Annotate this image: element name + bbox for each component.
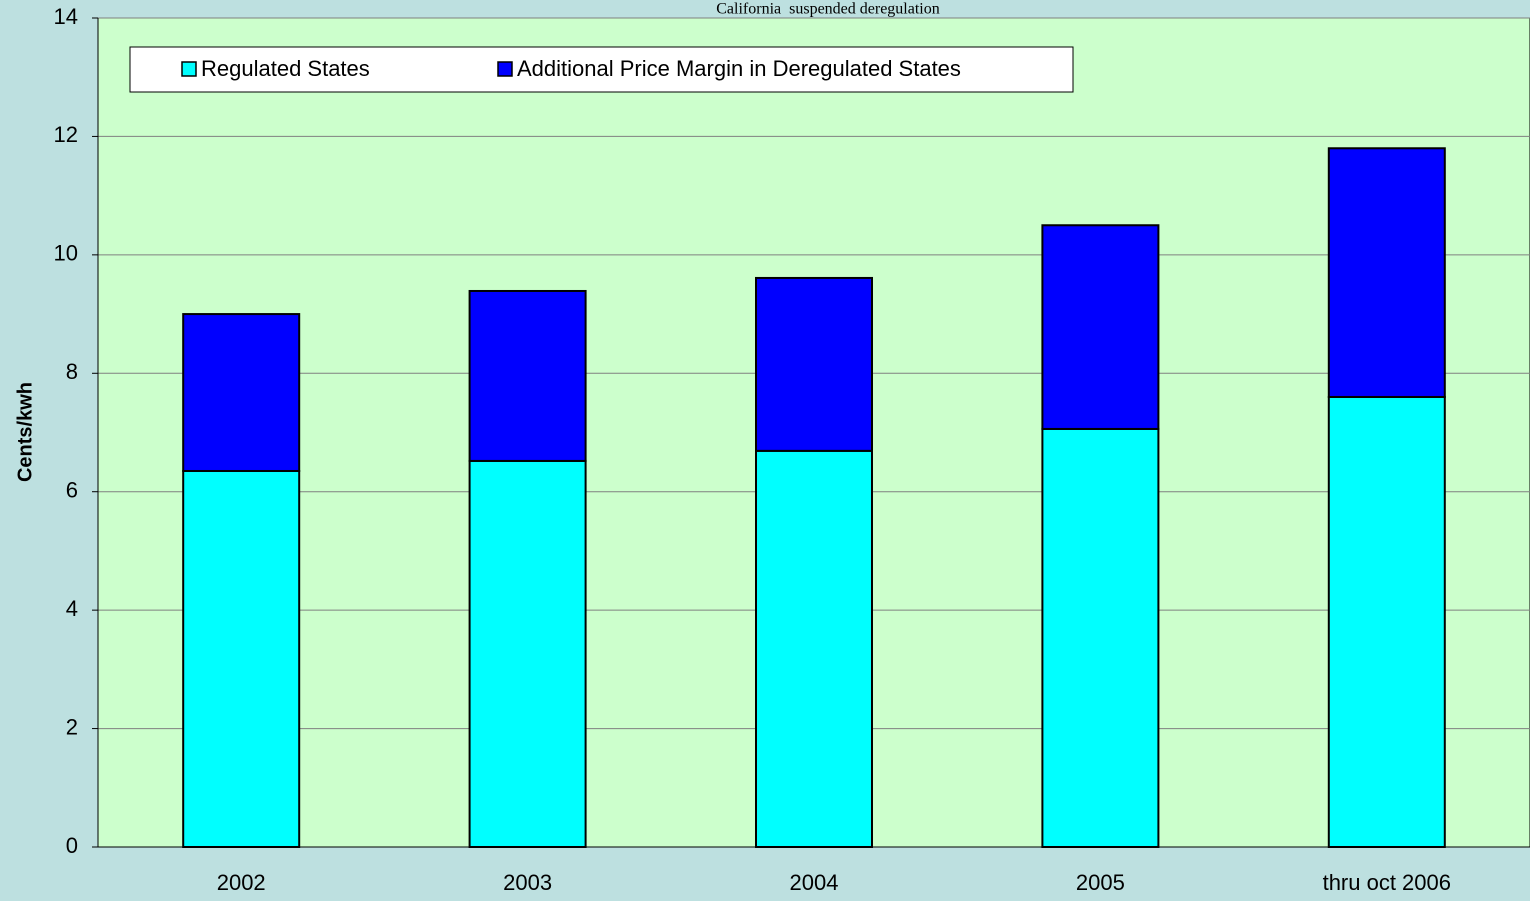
y-tick-label: 8	[66, 359, 78, 384]
y-tick-label: 10	[54, 241, 78, 266]
bar-segment	[468, 289, 587, 462]
bar-segment	[1041, 224, 1160, 430]
y-axis-label: Cents/kwh	[14, 382, 36, 482]
x-tick-label: 2004	[790, 870, 839, 895]
legend-label: Regulated States	[201, 56, 370, 81]
chart-title: California suspended deregulation	[716, 1, 940, 18]
y-tick-label: 14	[54, 4, 78, 29]
bar-segment	[182, 313, 301, 472]
legend-box	[129, 46, 1074, 93]
bar-segment	[1327, 147, 1446, 398]
legend-swatch	[181, 61, 197, 77]
y-tick-label: 2	[66, 714, 78, 739]
y-tick-label: 6	[66, 478, 78, 503]
bar-segment	[1041, 427, 1160, 848]
bar-segment	[468, 459, 587, 848]
bar-segment	[755, 276, 873, 452]
bar-segment	[182, 469, 301, 848]
bar-segment	[755, 449, 873, 848]
legend-label: Additional Price Margin in Deregulated S…	[517, 56, 961, 81]
x-tick-label: thru oct 2006	[1323, 870, 1451, 895]
bar-segment	[1327, 395, 1446, 848]
y-tick-label: 4	[66, 596, 78, 621]
y-tick-label: 12	[54, 122, 78, 147]
x-tick-label: 2002	[217, 870, 266, 895]
y-tick-label: 0	[66, 833, 78, 858]
x-tick-label: 2005	[1076, 870, 1125, 895]
x-tick-label: 2003	[503, 870, 552, 895]
legend-swatch	[497, 61, 513, 77]
